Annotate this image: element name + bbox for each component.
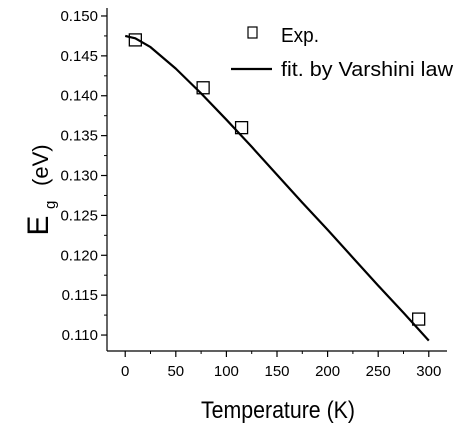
x-tick-label: 0 bbox=[121, 363, 129, 380]
plot-area bbox=[124, 33, 430, 342]
y-axis-title: E g (eV) bbox=[22, 144, 61, 235]
y-axis-title-symbol: E bbox=[22, 216, 55, 236]
data-point bbox=[128, 33, 142, 47]
y-tick-label: 0.130 bbox=[60, 168, 98, 185]
legend-label-fit: fit. by Varshini law bbox=[281, 59, 454, 81]
tick-labels: 0 50 100 150 200 250 300 0.110 0.115 0.120 0.125 0.… bbox=[60, 8, 441, 380]
x-tick-label: 200 bbox=[315, 363, 340, 380]
data-point bbox=[412, 312, 426, 326]
ticks bbox=[101, 15, 430, 357]
y-tick-label: 0.125 bbox=[60, 207, 98, 224]
y-tick-label: 0.145 bbox=[60, 48, 98, 65]
x-tick-label: 250 bbox=[366, 363, 391, 380]
y-tick-label: 0.135 bbox=[60, 128, 98, 145]
x-axis-title: Temperature (K) bbox=[201, 397, 355, 424]
y-tick-label: 0.120 bbox=[60, 247, 98, 264]
y-tick-label: 0.110 bbox=[62, 327, 98, 344]
data-point bbox=[196, 81, 210, 95]
fit-line bbox=[124, 34, 430, 342]
x-tick-label: 300 bbox=[416, 363, 441, 380]
y-tick-label: 0.115 bbox=[62, 287, 98, 304]
y-tick-label: 0.150 bbox=[60, 8, 98, 25]
legend-label-exp: Exp. bbox=[281, 25, 319, 47]
legend: Exp. fit. by Varshini law bbox=[231, 25, 454, 81]
data-point bbox=[234, 121, 249, 135]
legend-marker-exp bbox=[247, 26, 258, 39]
x-tick-label: 100 bbox=[214, 363, 239, 380]
x-tick-label: 50 bbox=[167, 363, 184, 380]
y-tick-label: 0.140 bbox=[60, 88, 98, 105]
y-axis-title-subscript: g bbox=[42, 201, 59, 209]
x-tick-label: 150 bbox=[264, 363, 289, 380]
y-axis-title-unit: (eV) bbox=[28, 144, 53, 186]
